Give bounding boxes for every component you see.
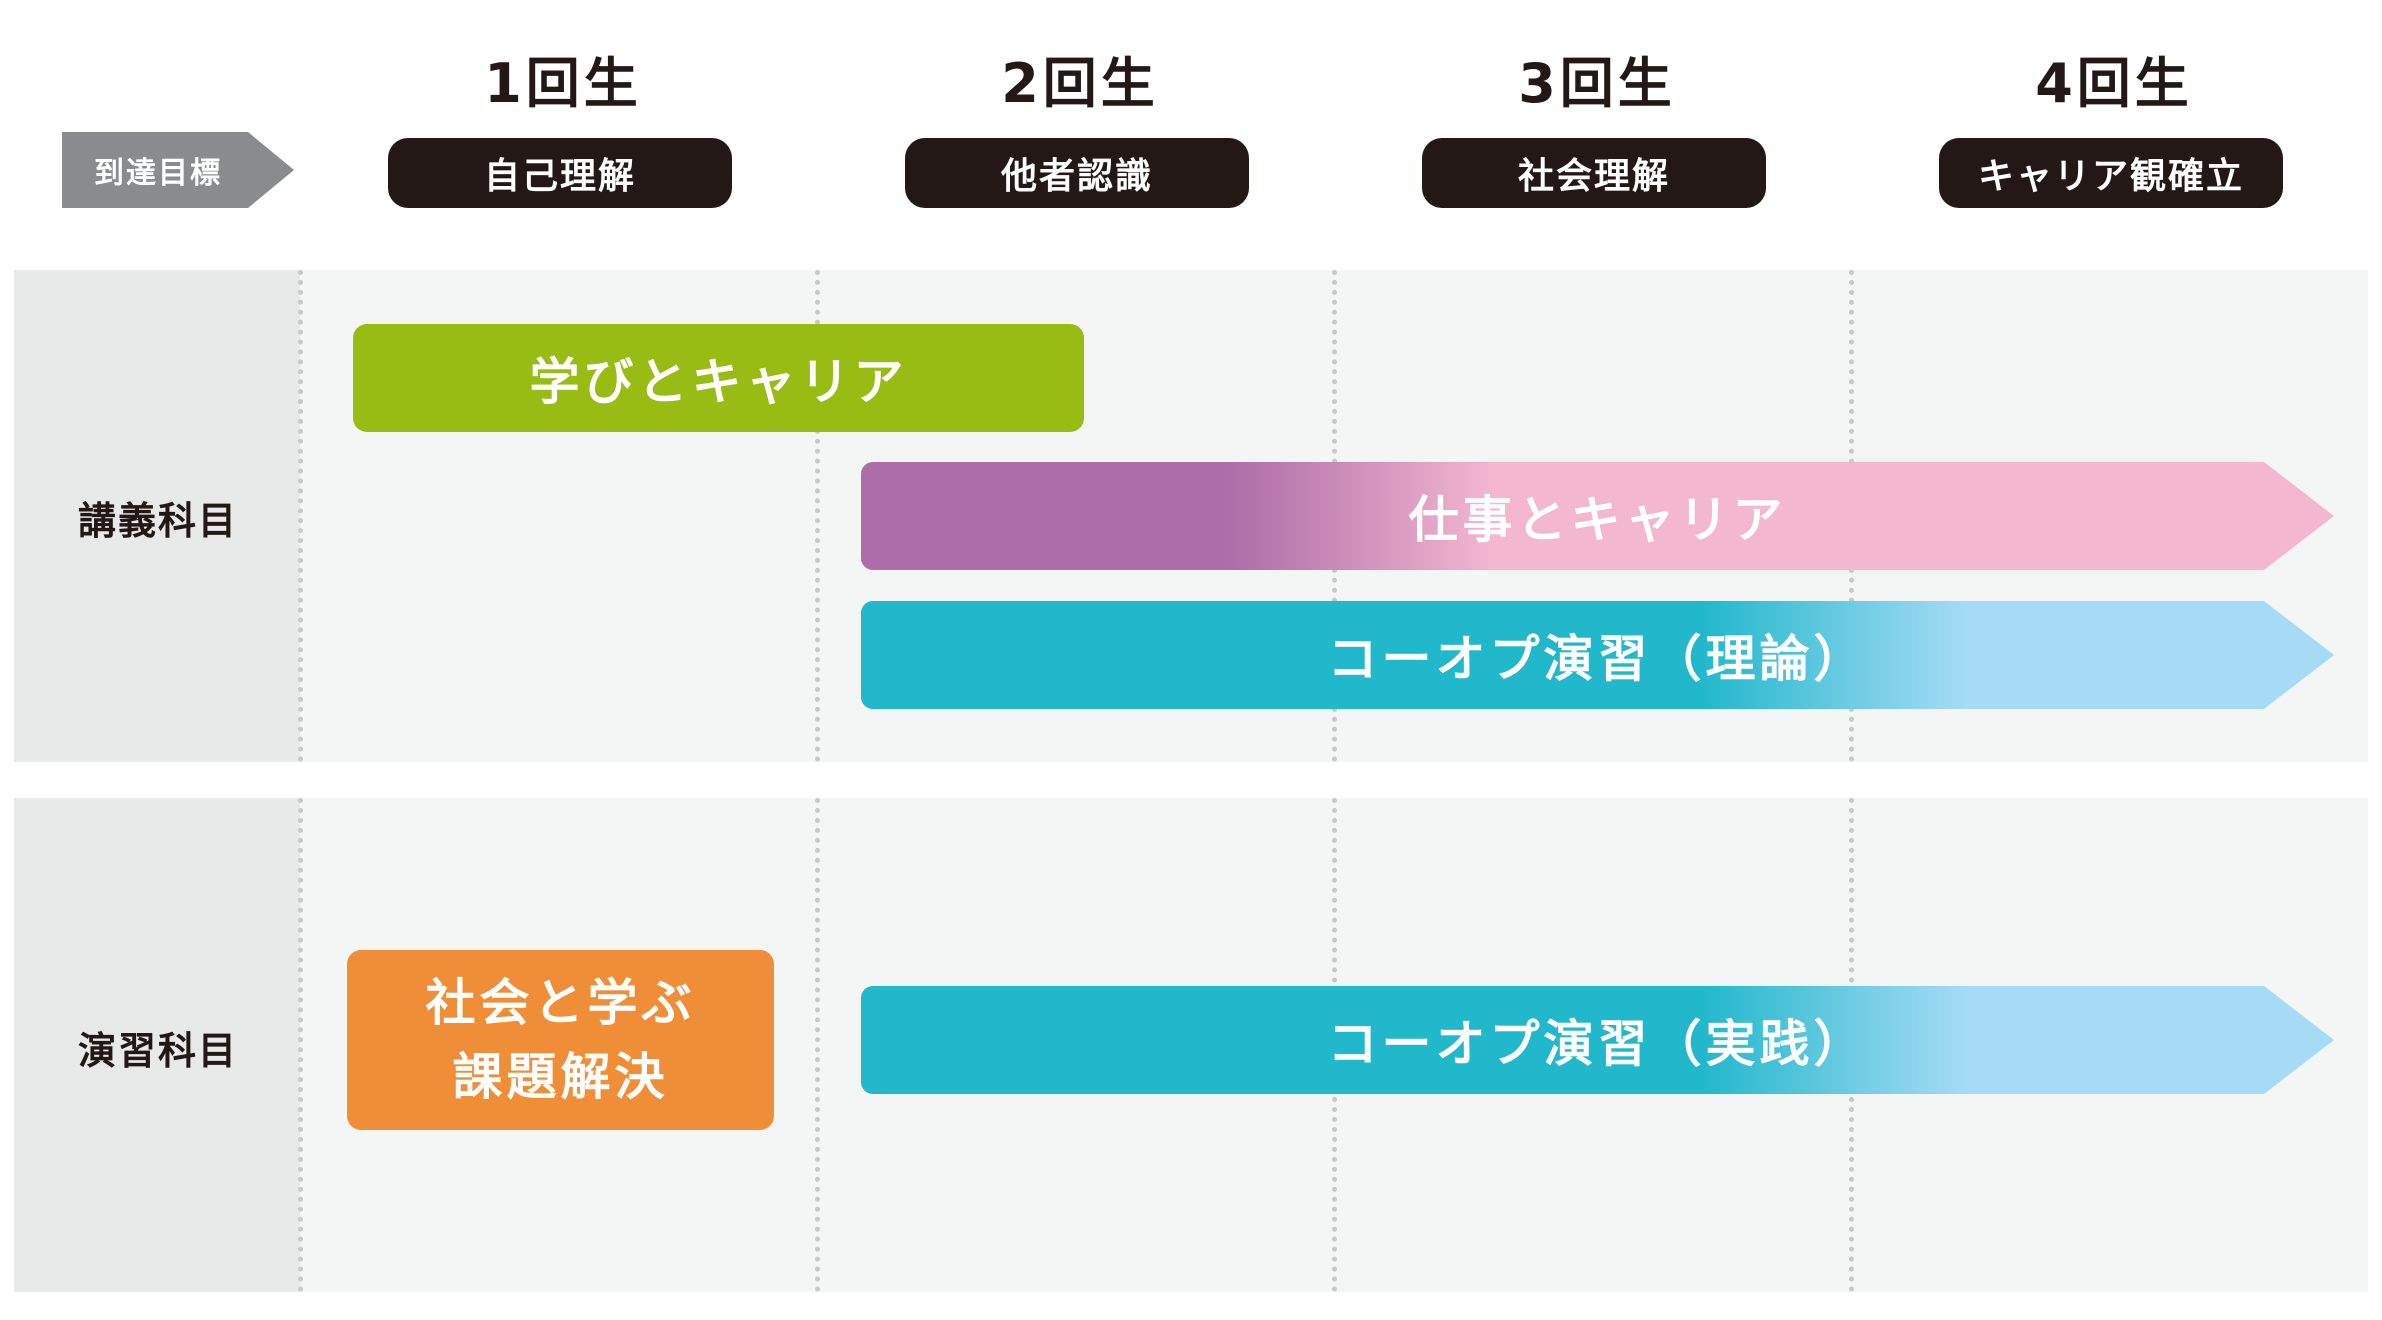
lecture-label-panel: [14, 270, 300, 762]
year-divider: [298, 270, 303, 762]
year-2-heading: 2回生: [1001, 52, 1159, 115]
course-label-line1: 社会と学ぶ: [425, 974, 696, 1032]
year-3-goal: 社会理解: [1422, 138, 1766, 208]
year-divider: [815, 798, 820, 1292]
course-label: コーオプ演習（理論）: [1327, 630, 1868, 688]
year-2-goal: 他者認識: [905, 138, 1249, 208]
course-arrow-coop-theory: コーオプ演習（理論）: [861, 601, 2334, 709]
lecture-section-label: 講義科目: [77, 499, 238, 543]
course-label: コーオプ演習（実践）: [1327, 1015, 1868, 1073]
course-box-shakai-to-manabu: 社会と学ぶ 課題解決: [347, 950, 774, 1130]
goal-label-arrow: 到達目標: [62, 132, 294, 208]
goal-label: 到達目標: [94, 156, 222, 191]
year-3-heading: 3回生: [1518, 52, 1676, 115]
practice-label-panel: [14, 798, 300, 1292]
year-divider: [815, 270, 820, 762]
course-bar-manabi-to-career: 学びとキャリア: [353, 324, 1084, 432]
course-label-line2: 課題解決: [452, 1048, 669, 1106]
course-label: 仕事とキャリア: [1408, 491, 1787, 549]
course-arrow-coop-practice: コーオプ演習（実践）: [861, 986, 2334, 1094]
year-1-goal: 自己理解: [388, 138, 732, 208]
year-4-heading: 4回生: [2035, 52, 2193, 115]
year-divider: [298, 798, 303, 1292]
course-arrow-shigoto-to-career: 仕事とキャリア: [861, 462, 2334, 570]
year-4-goal: キャリア観確立: [1939, 138, 2283, 208]
course-label: 学びとキャリア: [529, 353, 908, 411]
practice-section-label: 演習科目: [77, 1029, 238, 1073]
year-1-heading: 1回生: [484, 52, 642, 115]
